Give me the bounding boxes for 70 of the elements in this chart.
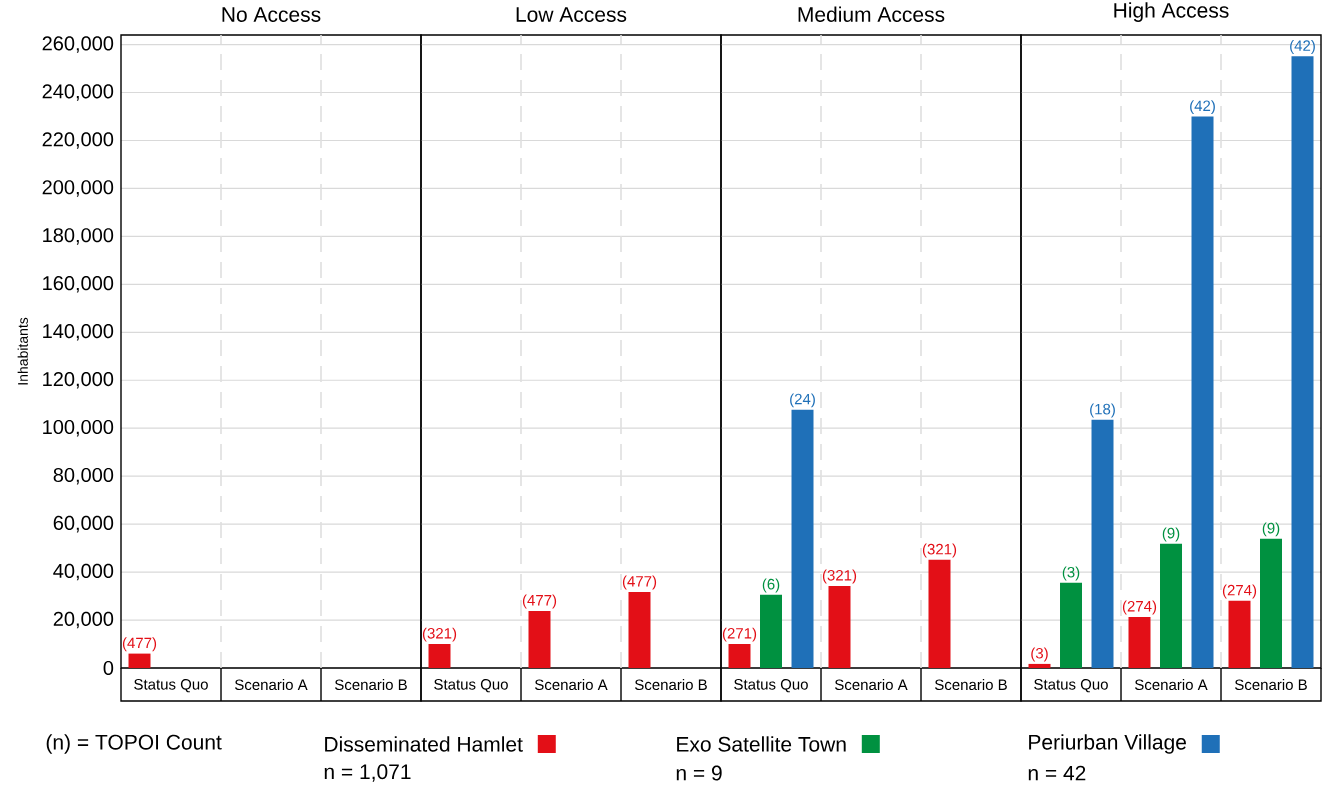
annotation: (477) bbox=[622, 575, 657, 590]
y-tick-label: 240,000 bbox=[42, 84, 114, 101]
y-tick-label: 220,000 bbox=[42, 132, 114, 149]
bar bbox=[728, 644, 751, 668]
bar bbox=[791, 409, 814, 668]
bar bbox=[1128, 616, 1151, 668]
annotation: (477) bbox=[122, 637, 157, 652]
x-tick-label: Scenario B bbox=[935, 679, 1007, 691]
annotation: (42) bbox=[1190, 100, 1215, 115]
chart-title: Medium Access bbox=[798, 6, 945, 22]
annotation: (9) bbox=[1162, 527, 1180, 542]
y-tick-label: 120,000 bbox=[43, 372, 114, 389]
y-tick-label: 140,000 bbox=[43, 324, 114, 341]
bar bbox=[1191, 116, 1214, 668]
annotation: (9) bbox=[1262, 522, 1280, 537]
legend-label: Periurban Village bbox=[1029, 734, 1186, 754]
annotation: (274) bbox=[1122, 600, 1157, 615]
annotation: (321) bbox=[422, 627, 457, 642]
y-tick-label: 60,000 bbox=[53, 515, 114, 533]
x-tick-label: Scenario B bbox=[635, 679, 707, 691]
x-tick-label: Status Quo bbox=[1034, 679, 1108, 693]
y-tick-label: 160,000 bbox=[43, 276, 114, 293]
annotation: (3) bbox=[1031, 647, 1048, 662]
y-tick-label: 40,000 bbox=[53, 563, 114, 581]
x-tick-label: Status Quo bbox=[434, 679, 508, 693]
annotation: (274) bbox=[1222, 584, 1257, 599]
annotation: (3) bbox=[1062, 566, 1080, 581]
annotation: (24) bbox=[790, 393, 815, 408]
bar bbox=[828, 585, 851, 668]
text: n = 42 bbox=[1028, 765, 1086, 781]
bar bbox=[1091, 419, 1114, 668]
x-tick-label: Status Quo bbox=[734, 679, 808, 693]
bar bbox=[760, 594, 782, 668]
text: n = 1,071 bbox=[324, 764, 411, 782]
annotation: (6) bbox=[762, 578, 780, 593]
annotation: (477) bbox=[522, 594, 557, 609]
bar bbox=[1160, 543, 1183, 668]
text: (n) = TOPOI Count bbox=[46, 734, 222, 754]
chart-title: Low Access bbox=[516, 7, 627, 22]
x-tick-label: Scenario A bbox=[1135, 679, 1208, 691]
x-tick-label: Scenario B bbox=[1235, 679, 1307, 691]
y-tick-label: 20,000 bbox=[53, 611, 114, 629]
bar bbox=[1060, 582, 1082, 668]
bar bbox=[1028, 663, 1051, 668]
annotation: (42) bbox=[1290, 39, 1315, 54]
bar bbox=[1260, 538, 1283, 668]
y-tick-label: 200,000 bbox=[42, 180, 114, 197]
bar bbox=[928, 559, 951, 668]
annotation: (321) bbox=[922, 543, 957, 558]
bar bbox=[1228, 600, 1251, 668]
annotation: (271) bbox=[722, 627, 757, 642]
x-tick-label: Status Quo bbox=[134, 679, 208, 693]
annotation: (18) bbox=[1090, 403, 1115, 418]
text: n = 9 bbox=[676, 765, 722, 781]
chart-title: High Access bbox=[1114, 2, 1229, 22]
x-tick-label: Scenario A bbox=[535, 679, 608, 691]
chart-title: No Access bbox=[222, 7, 321, 22]
annotation: (321) bbox=[822, 569, 857, 584]
y-tick-label: 100,000 bbox=[43, 419, 114, 437]
x-tick-label: Scenario A bbox=[835, 679, 908, 691]
legend-label: Disseminated Hamlet bbox=[325, 736, 523, 752]
legend-label: Exo Satellite Town bbox=[677, 736, 846, 752]
y-tick-label: 180,000 bbox=[43, 228, 114, 245]
y-axis-title: Inhabitants bbox=[17, 317, 28, 385]
x-tick-label: Scenario B bbox=[335, 679, 407, 691]
y-tick-label: 80,000 bbox=[53, 467, 114, 485]
y-tick-label: 260,000 bbox=[42, 36, 114, 53]
y-tick-label: 0 bbox=[103, 660, 114, 676]
x-tick-label: Scenario A bbox=[235, 679, 308, 691]
bar bbox=[1291, 56, 1314, 668]
